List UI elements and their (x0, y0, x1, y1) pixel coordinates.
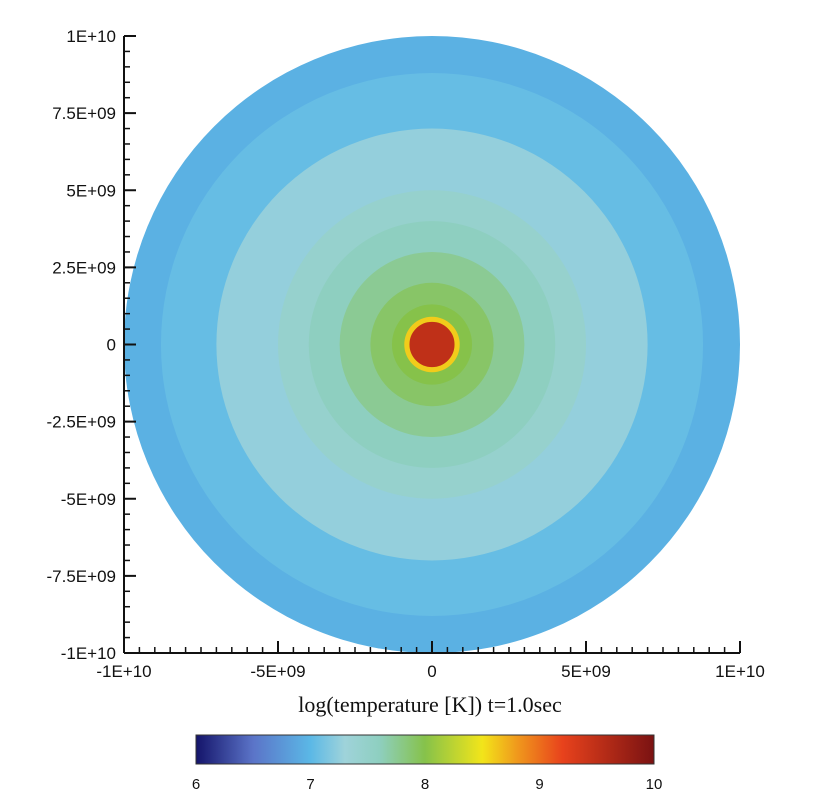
y-tick-label: 1E+10 (66, 27, 116, 46)
y-axis-ticks: 1E+10 7.5E+09 5E+09 2.5E+09 0 -2.5E+09 -5E+09 -… (47, 27, 136, 663)
y-tick-label: 2.5E+09 (52, 258, 116, 277)
colorbar-tick-label: 10 (646, 776, 663, 793)
y-tick-label: -5E+09 (61, 490, 116, 509)
x-axis-ticks: -1E+10 -5E+09 0 5E+09 1E+10 (96, 641, 765, 681)
colorbar-gradient (195, 734, 655, 765)
x-tick-label: 5E+09 (561, 662, 611, 681)
chart-title: log(temperature [K]) t=1.0sec (298, 692, 562, 717)
x-tick-label: 0 (427, 662, 436, 681)
colorbar-tick-label: 8 (421, 776, 429, 793)
colorbar-tick-label: 9 (535, 776, 543, 793)
y-tick-label: 0 (107, 336, 116, 355)
x-tick-label: 1E+10 (715, 662, 765, 681)
colorbar-tick-label: 7 (306, 776, 314, 793)
x-tick-label: -5E+09 (250, 662, 305, 681)
colorbar-tick-label: 6 (192, 776, 200, 793)
core-rim (406, 318, 458, 371)
temperature-ring-9 (407, 320, 457, 369)
temperature-field (124, 36, 740, 653)
colorbar: 6 7 8 9 10 (192, 734, 663, 793)
y-tick-label: 5E+09 (66, 181, 116, 200)
y-tick-label: -1E+10 (61, 644, 116, 663)
y-tick-label: -2.5E+09 (47, 413, 116, 432)
y-tick-label: -7.5E+09 (47, 567, 116, 586)
x-tick-label: -1E+10 (96, 662, 151, 681)
y-tick-label: 7.5E+09 (52, 104, 116, 123)
